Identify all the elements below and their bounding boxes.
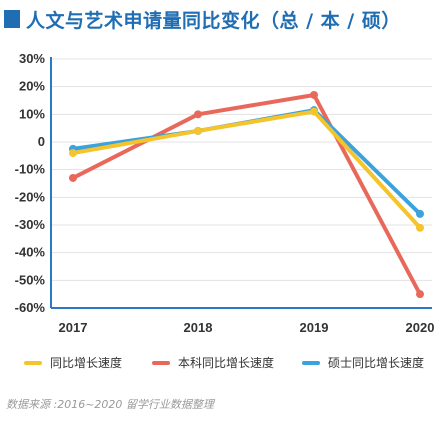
x-tick-label: 2017 — [59, 320, 88, 335]
legend-swatch-total — [24, 360, 42, 365]
chart-title: 人文与艺术申请量同比变化（总 / 本 / 硕） — [26, 9, 401, 32]
chart-legend: 同比增长速度 本科同比增长速度 硕士同比增长速度 — [0, 354, 446, 380]
y-tick-label: -30% — [15, 217, 46, 232]
data-point-series-1 — [194, 110, 202, 119]
legend-label-total: 同比增长速度 — [50, 356, 123, 370]
data-point-series-1 — [69, 173, 77, 182]
legend-item-master: 硕士同比增长速度 — [302, 354, 424, 371]
y-tick-label: -50% — [15, 272, 46, 287]
legend-swatch-master — [302, 360, 320, 365]
title-accent-mark — [4, 10, 20, 28]
y-tick-label: -40% — [15, 245, 46, 260]
y-tick-label: -20% — [15, 189, 46, 204]
series-line-0 — [71, 109, 422, 230]
x-tick-label: 2018 — [184, 320, 213, 335]
legend-item-total: 同比增长速度 — [24, 354, 122, 371]
y-tick-label: 10% — [19, 106, 45, 121]
data-point-series-0 — [194, 126, 202, 135]
series-line-1 — [71, 92, 422, 297]
data-point-series-0 — [310, 107, 318, 116]
legend-label-undergrad: 本科同比增长速度 — [178, 356, 275, 370]
legend-swatch-undergrad — [152, 360, 170, 365]
chart-title-bar: 人文与艺术申请量同比变化（总 / 本 / 硕） — [4, 4, 401, 34]
data-point-series-1 — [416, 290, 424, 299]
data-point-series-0 — [416, 223, 424, 232]
data-point-series-1 — [310, 90, 318, 99]
data-source-note: 数据来源 :2016~2020 留学行业数据整理 — [6, 398, 214, 411]
y-tick-label: 0 — [38, 134, 45, 149]
y-tick-label: -10% — [15, 162, 46, 177]
x-tick-label: 2019 — [300, 320, 329, 335]
legend-label-master: 硕士同比增长速度 — [328, 356, 425, 370]
y-tick-label: -60% — [15, 300, 46, 315]
line-chart: 30% 20% 10% 0 -10% -20% -30% -40% -50% -60% 2017 20… — [15, 51, 435, 335]
y-tick-label: 30% — [19, 51, 45, 66]
data-point-series-2 — [416, 209, 424, 218]
x-tick-label: 2020 — [406, 320, 435, 335]
legend-item-undergrad: 本科同比增长速度 — [152, 354, 274, 371]
data-point-series-0 — [69, 149, 77, 158]
y-tick-label: 20% — [19, 79, 45, 94]
